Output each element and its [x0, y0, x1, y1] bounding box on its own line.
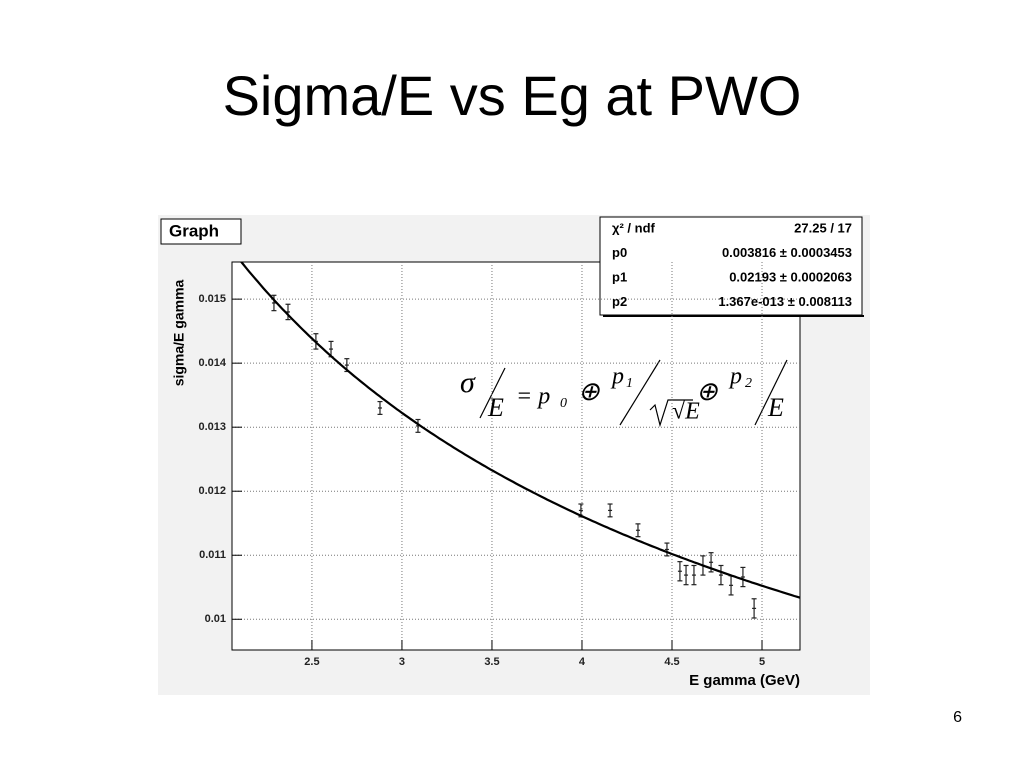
formula-part: = p [516, 384, 550, 410]
data-point [607, 503, 613, 518]
formula-part: E [767, 393, 784, 422]
y-tick-label: 0.014 [198, 357, 226, 369]
x-tick-label: 2.5 [304, 656, 319, 668]
formula-part: 0 [560, 396, 567, 411]
y-tick-label: 0.01 [205, 613, 226, 625]
plot-frame [231, 261, 801, 651]
data-point [683, 564, 689, 586]
data-point [635, 523, 641, 538]
formula-part: √E [672, 399, 700, 425]
stats-key: χ² / ndf [612, 220, 656, 235]
x-tick-label: 4 [579, 656, 586, 668]
graph-label: Graph [169, 221, 219, 240]
stats-key: p2 [612, 294, 627, 309]
formula-part: ⊕ [696, 377, 718, 406]
stats-value: 1.367e-013 ± 0.008113 [718, 294, 852, 309]
formula-part: p [728, 364, 742, 390]
formula-part: 1 [626, 376, 633, 391]
graph-label-box [160, 218, 242, 245]
data-point [285, 303, 291, 321]
formula-strokes [479, 359, 788, 428]
stats-value: 0.02193 ± 0.0002063 [729, 269, 852, 284]
data-point [377, 400, 383, 415]
fit-curve [239, 262, 800, 599]
y-tick-label: 0.012 [198, 485, 226, 497]
data-point [271, 294, 277, 312]
formula-part: σ [460, 366, 476, 399]
page-number: 6 [953, 709, 962, 726]
data-point [677, 561, 683, 582]
y-axis-label: sigma/E gamma [171, 279, 187, 386]
data-point [718, 564, 724, 586]
formula-part: ⊕ [578, 377, 600, 406]
data-point [751, 598, 757, 619]
stats-value: 0.003816 ± 0.0003453 [722, 245, 852, 260]
formula-part: p [610, 364, 624, 390]
data-point [691, 564, 697, 586]
stats-value: 27.25 / 17 [794, 220, 852, 235]
y-tick-label: 0.013 [198, 421, 226, 433]
stats-key: p0 [612, 245, 627, 260]
x-tick-label: 3 [399, 656, 405, 668]
y-tick-label: 0.015 [198, 293, 226, 305]
formula-part: E [487, 393, 504, 422]
x-tick-label: 3.5 [484, 656, 499, 668]
data-point [664, 542, 670, 557]
x-tick-label: 5 [759, 656, 765, 668]
x-axis-label: E gamma (GeV) [689, 672, 800, 689]
slide-title: Sigma/E vs Eg at PWO [223, 64, 802, 127]
data-point [740, 566, 746, 588]
formula-part: 2 [745, 376, 752, 391]
y-tick-label: 0.011 [199, 549, 226, 561]
stats-key: p1 [612, 269, 627, 284]
x-tick-label: 4.5 [664, 656, 679, 668]
